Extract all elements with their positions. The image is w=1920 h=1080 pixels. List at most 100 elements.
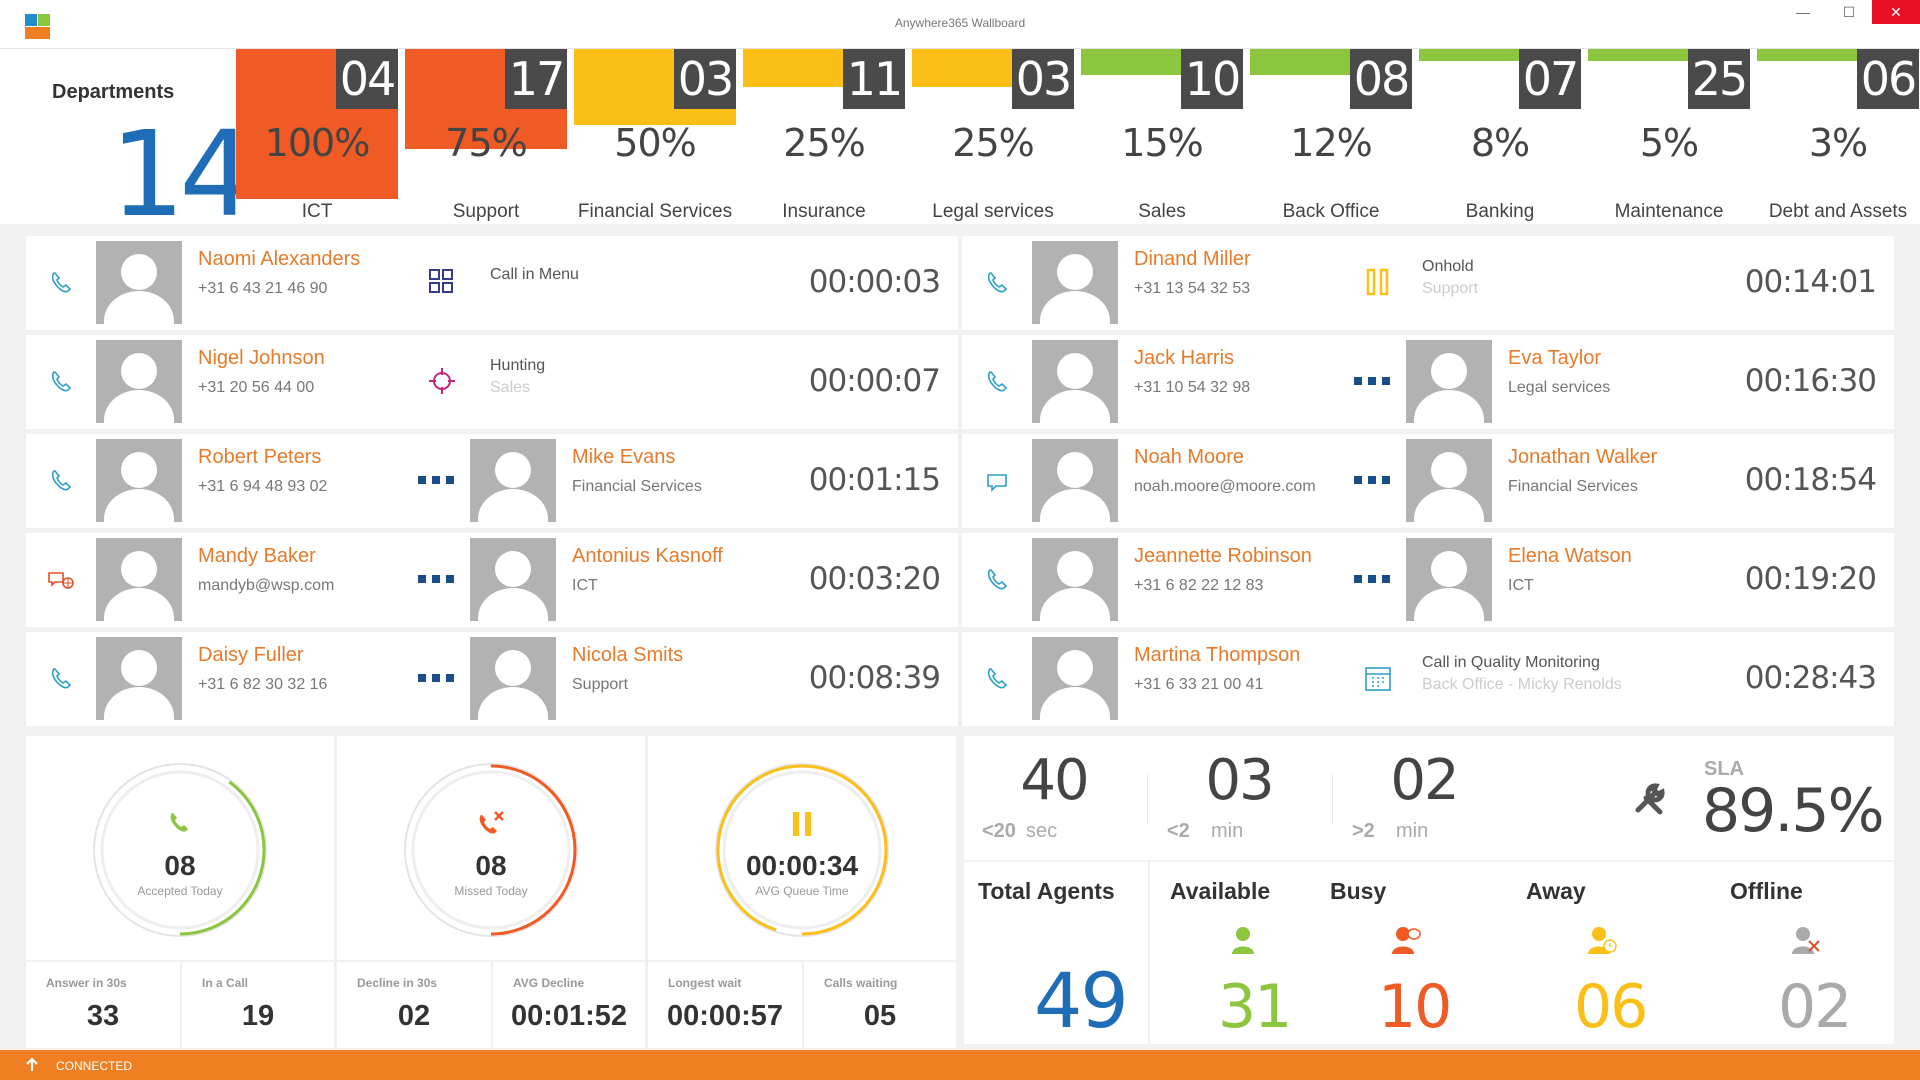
pause-icon <box>793 812 811 836</box>
department-column[interactable]: 17 75% Support <box>405 49 574 224</box>
agent-group-value: 31 <box>1218 972 1292 1042</box>
call-state-detail: Support <box>1422 280 1479 297</box>
department-column[interactable]: 07 8% Banking <box>1419 49 1588 224</box>
crosshair-icon <box>429 368 455 394</box>
sub-stat-label: Answer in 30s <box>46 976 127 990</box>
service-level-threshold: <2 <box>1167 820 1190 842</box>
gauge-ring <box>715 763 889 937</box>
department-percent: 5% <box>1639 121 1699 165</box>
phone-accepted-icon <box>170 813 188 832</box>
department-name: Support <box>452 201 520 222</box>
department-name: Maintenance <box>1614 201 1724 222</box>
call-card[interactable]: Noah Moore noah.moore@moore.com Jonathan W… <box>962 434 1894 528</box>
department-count: 04 <box>336 49 398 109</box>
caller-contact: +31 6 82 22 12 83 <box>1134 577 1264 594</box>
sub-stat-label: AVG Decline <box>513 976 585 990</box>
phone-missed-icon <box>479 811 504 834</box>
service-level-value: 03 <box>1205 748 1274 813</box>
department-count: 17 <box>505 49 567 109</box>
agent-available-icon <box>1232 927 1254 954</box>
call-duration: 00:08:39 <box>808 660 941 696</box>
department-name: ICT <box>301 201 333 222</box>
sla-value: 89.5% <box>1702 776 1885 846</box>
call-card[interactable]: Dinand Miller +31 13 54 32 53 Onhold Suppor… <box>962 236 1894 330</box>
sub-stat-label: Decline in 30s <box>357 976 438 990</box>
department-column[interactable]: 03 50% Financial Services <box>574 49 743 224</box>
call-state: Hunting <box>490 357 546 374</box>
caller-name: Robert Peters <box>198 446 322 468</box>
service-level-threshold: <20 <box>982 820 1016 842</box>
department-count: 10 <box>1181 49 1243 109</box>
agent-status-panel: Available 31 Busy 10 Away 06 Offline 02 <box>1150 862 1894 1044</box>
gauge-label: Missed Today <box>454 884 528 898</box>
agent-name: Jonathan Walker <box>1508 446 1658 468</box>
maximize-button[interactable]: ☐ <box>1842 4 1856 20</box>
call-card[interactable]: Nigel Johnson +31 20 56 44 00 Hunting Sales… <box>26 335 958 429</box>
agent-avatar <box>470 439 556 522</box>
department-column[interactable]: 06 3% Debt and Assets <box>1757 49 1920 224</box>
department-column[interactable]: 03 25% Legal services <box>912 49 1081 224</box>
avatar <box>1032 439 1118 522</box>
minimize-button[interactable]: — <box>1796 4 1810 20</box>
department-column[interactable]: 08 12% Back Office <box>1250 49 1419 224</box>
department-column[interactable]: 10 15% Sales <box>1081 49 1250 224</box>
caller-name: Mandy Baker <box>198 545 316 567</box>
agent-department: Legal services <box>1508 379 1611 396</box>
phone-icon <box>51 371 72 392</box>
agent-offline-icon <box>1792 927 1820 954</box>
call-state-detail: Back Office - Micky Renolds <box>1422 676 1622 693</box>
avatar <box>96 241 182 324</box>
total-agents-value: 49 <box>1034 956 1129 1045</box>
call-card[interactable]: Jack Harris +31 10 54 32 98 Eva Taylor Lega… <box>962 335 1894 429</box>
caller-contact: +31 6 43 21 46 90 <box>198 280 328 297</box>
call-card[interactable]: Robert Peters +31 6 94 48 93 02 Mike Evans… <box>26 434 958 528</box>
department-percent: 50% <box>614 121 696 165</box>
gauge-value: 00:00:34 <box>745 850 859 881</box>
window-title: Anywhere365 Wallboard <box>894 16 1026 30</box>
agent-avatar <box>1406 340 1492 423</box>
agent-department: Support <box>572 676 629 693</box>
caller-contact: +31 6 94 48 93 02 <box>198 478 328 495</box>
department-percent: 100% <box>264 121 371 165</box>
sub-stat: Answer in 30s 33 <box>26 962 180 1048</box>
caller-name: Martina Thompson <box>1134 644 1301 666</box>
department-name: Financial Services <box>577 201 733 222</box>
agent-avatar <box>470 538 556 621</box>
caller-name: Naomi Alexanders <box>198 248 361 270</box>
status-bar: CONNECTED <box>0 1050 1920 1080</box>
department-count: 25 <box>1688 49 1750 109</box>
department-count: 07 <box>1519 49 1581 109</box>
gauge-label: AVG Queue Time <box>755 884 849 898</box>
department-column[interactable]: 11 25% Insurance <box>743 49 912 224</box>
department-name: Legal services <box>932 201 1054 222</box>
call-card[interactable]: Daisy Fuller +31 6 82 30 32 16 Nicola Smit… <box>26 632 958 726</box>
caller-contact: +31 20 56 44 00 <box>198 379 315 396</box>
close-button[interactable]: ✕ <box>1872 0 1920 24</box>
call-card[interactable]: Naomi Alexanders +31 6 43 21 46 90 Call in… <box>26 236 958 330</box>
call-state: Call in Quality Monitoring <box>1422 654 1600 671</box>
app-logo-icon <box>25 14 50 39</box>
department-percent: 12% <box>1290 121 1372 165</box>
call-card[interactable]: Martina Thompson +31 6 33 21 00 41 Call in… <box>962 632 1894 726</box>
call-card[interactable]: Mandy Baker mandyb@wsp.com Antonius Kasnof… <box>26 533 958 627</box>
caller-contact: +31 13 54 32 53 <box>1134 280 1251 297</box>
caller-name: Jack Harris <box>1134 347 1235 369</box>
department-count: 03 <box>1012 49 1074 109</box>
sub-stat-value: 19 <box>241 1000 275 1032</box>
avatar <box>96 439 182 522</box>
dots-icon <box>418 674 456 682</box>
department-column[interactable]: 04 100% ICT <box>236 49 405 224</box>
agent-name: Eva Taylor <box>1508 347 1602 369</box>
call-duration: 00:19:20 <box>1744 561 1877 597</box>
agent-name: Mike Evans <box>572 446 676 468</box>
department-column[interactable]: 25 5% Maintenance <box>1588 49 1757 224</box>
agent-group-label: Away <box>1526 878 1586 904</box>
caller-contact: +31 10 54 32 98 <box>1134 379 1251 396</box>
tools-icon <box>1635 783 1665 815</box>
sub-stat-value: 00:00:57 <box>666 1000 784 1032</box>
gauge-label: Accepted Today <box>137 884 223 898</box>
avatar <box>96 538 182 621</box>
call-card[interactable]: Jeannette Robinson +31 6 82 22 12 83 Elena… <box>962 533 1894 627</box>
total-agents-label: Total Agents <box>978 878 1115 904</box>
department-count: 06 <box>1857 49 1919 109</box>
